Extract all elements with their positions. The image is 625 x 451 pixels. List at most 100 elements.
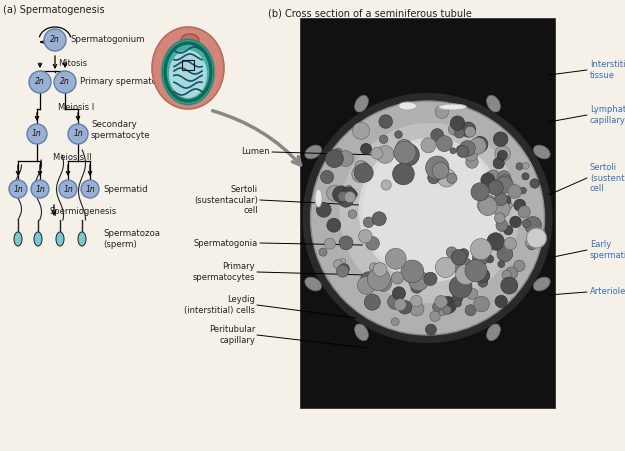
Circle shape: [379, 135, 388, 143]
Circle shape: [391, 318, 399, 326]
Circle shape: [471, 183, 489, 201]
Circle shape: [436, 136, 452, 152]
Circle shape: [401, 260, 424, 283]
Circle shape: [451, 249, 467, 265]
Circle shape: [81, 180, 99, 198]
Circle shape: [524, 216, 541, 234]
Circle shape: [361, 272, 377, 288]
Text: Meiosis I: Meiosis I: [58, 103, 94, 112]
Circle shape: [464, 147, 478, 161]
Circle shape: [494, 193, 508, 206]
Circle shape: [466, 288, 478, 299]
Text: 2n: 2n: [60, 78, 70, 87]
Circle shape: [456, 145, 466, 154]
Ellipse shape: [305, 145, 321, 159]
Text: 2n: 2n: [35, 78, 45, 87]
Circle shape: [481, 195, 496, 210]
Circle shape: [465, 126, 476, 137]
Ellipse shape: [399, 102, 416, 110]
Circle shape: [457, 145, 469, 157]
Circle shape: [493, 132, 508, 147]
Circle shape: [339, 258, 346, 265]
Circle shape: [502, 270, 512, 280]
Text: Primary spermatocyte: Primary spermatocyte: [80, 78, 176, 87]
Circle shape: [522, 162, 529, 169]
Circle shape: [302, 93, 552, 343]
Ellipse shape: [169, 50, 207, 98]
Ellipse shape: [354, 324, 368, 341]
Circle shape: [432, 302, 442, 312]
Circle shape: [452, 292, 463, 303]
Text: Spermatogonia: Spermatogonia: [194, 239, 258, 248]
Circle shape: [363, 217, 374, 228]
Circle shape: [394, 141, 416, 164]
Circle shape: [454, 299, 461, 307]
Ellipse shape: [152, 27, 224, 109]
Circle shape: [494, 213, 505, 223]
Circle shape: [428, 172, 439, 184]
Circle shape: [409, 271, 429, 291]
Circle shape: [341, 187, 356, 202]
Circle shape: [371, 147, 382, 159]
Circle shape: [54, 71, 76, 93]
Text: Spermatid: Spermatid: [103, 184, 148, 193]
Circle shape: [497, 246, 512, 262]
Circle shape: [9, 180, 27, 198]
Circle shape: [526, 228, 546, 248]
Circle shape: [465, 260, 487, 282]
Circle shape: [514, 199, 526, 211]
Circle shape: [361, 143, 371, 154]
Text: (b) Cross section of a seminiferous tubule: (b) Cross section of a seminiferous tubu…: [268, 8, 472, 18]
Text: Sertoli
(sustentacular)
cell: Sertoli (sustentacular) cell: [590, 163, 625, 193]
Circle shape: [496, 220, 508, 231]
Circle shape: [439, 296, 456, 314]
Circle shape: [448, 124, 460, 135]
Circle shape: [411, 281, 422, 293]
Text: Peritubular
capillary: Peritubular capillary: [209, 325, 255, 345]
Text: 1n: 1n: [13, 184, 23, 193]
Circle shape: [397, 143, 419, 166]
Circle shape: [334, 260, 343, 269]
Circle shape: [439, 308, 447, 316]
Ellipse shape: [315, 189, 322, 207]
Circle shape: [504, 201, 512, 209]
Circle shape: [508, 184, 521, 198]
Circle shape: [466, 156, 478, 168]
Circle shape: [27, 124, 47, 144]
Ellipse shape: [534, 145, 550, 159]
Circle shape: [495, 244, 501, 251]
Circle shape: [496, 176, 512, 193]
Circle shape: [461, 275, 468, 282]
Circle shape: [359, 278, 370, 288]
Ellipse shape: [34, 232, 42, 246]
Circle shape: [316, 202, 331, 217]
Circle shape: [339, 236, 353, 250]
Ellipse shape: [14, 232, 22, 246]
Circle shape: [332, 186, 349, 202]
Circle shape: [456, 264, 476, 285]
Circle shape: [351, 191, 358, 198]
Text: Meiosis II: Meiosis II: [53, 152, 92, 161]
Circle shape: [29, 71, 51, 93]
Circle shape: [381, 180, 391, 190]
Bar: [300, 18, 555, 408]
Circle shape: [516, 163, 523, 170]
Circle shape: [474, 296, 489, 312]
Circle shape: [366, 237, 379, 250]
Circle shape: [477, 197, 494, 213]
Circle shape: [479, 197, 497, 216]
Circle shape: [478, 277, 488, 287]
Circle shape: [394, 131, 402, 138]
Circle shape: [336, 265, 349, 277]
Text: Lumen: Lumen: [241, 147, 270, 156]
Circle shape: [324, 238, 336, 249]
Circle shape: [486, 255, 494, 263]
Circle shape: [426, 156, 449, 179]
Circle shape: [396, 139, 412, 156]
Circle shape: [373, 262, 387, 276]
Circle shape: [344, 191, 356, 202]
Circle shape: [498, 261, 505, 267]
Text: Spermatogonium: Spermatogonium: [70, 36, 144, 45]
Circle shape: [432, 162, 449, 179]
Circle shape: [430, 311, 440, 322]
